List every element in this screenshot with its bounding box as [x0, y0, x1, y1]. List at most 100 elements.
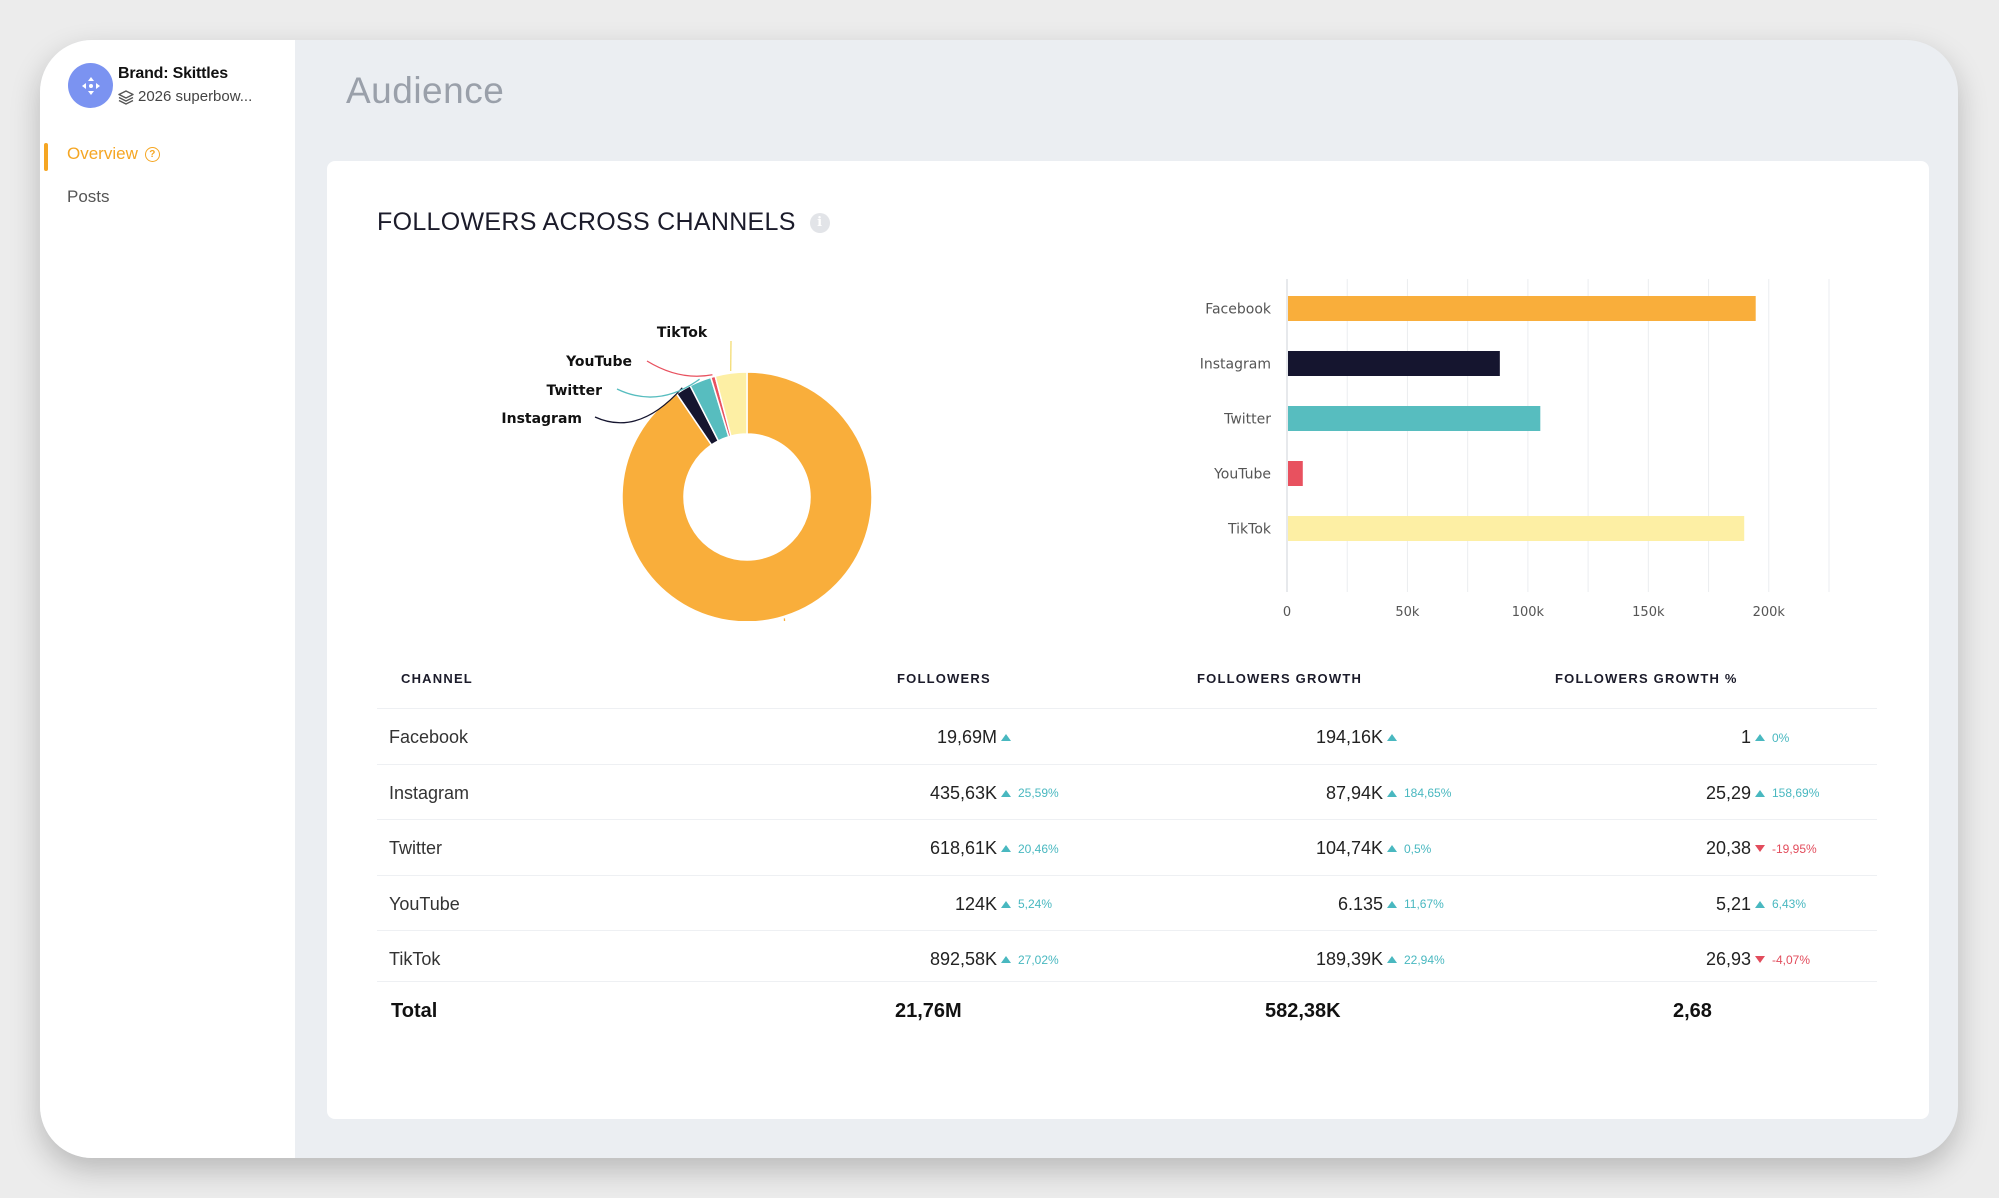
cell-change-pct: 5,24% [1018, 897, 1053, 911]
cell-growth-rate: 20,38 [1551, 838, 1751, 859]
trend-up-icon [1001, 956, 1011, 963]
bar-x-tick-label: 150k [1632, 605, 1665, 620]
bar-category-label: TikTok [1227, 522, 1272, 538]
bar-instagram[interactable] [1288, 351, 1500, 376]
cell-followers: 892,58K [797, 949, 997, 970]
cell-value: 6.135 [1337, 893, 1383, 914]
bar-facebook[interactable] [1288, 296, 1756, 321]
cell-trend: 20,46% [1001, 838, 1059, 859]
table-row[interactable]: Twitter 618,61K 20,46% 104,74K 0,5% 20,38 -19,… [377, 819, 1877, 875]
sidebar-item-label: Posts [67, 187, 110, 206]
table-row[interactable]: Instagram 435,63K 25,59% 87,94K 184,65% 25,29… [377, 763, 1877, 820]
cell-growth: 194,16K [1183, 727, 1383, 748]
sidebar-item-overview[interactable]: Overview ? [67, 144, 160, 164]
table-row[interactable]: YouTube 124K 5,24% 6.135 11,67% 5,21 6,43% [377, 874, 1877, 931]
trend-up-icon [1755, 734, 1765, 741]
header-followers-growth-pct: FOLLOWERS GROWTH % [1555, 671, 1738, 686]
cell-trend: -4,07% [1755, 949, 1810, 970]
brand-campaign-label: 2026 superbow... [138, 88, 253, 105]
cell-change-pct: 27,02% [1018, 952, 1059, 967]
table-row[interactable]: Facebook 19,69M 194,16K 1 0% [377, 708, 1877, 764]
trend-up-icon [1001, 900, 1011, 908]
cell-value: 435,63K [929, 782, 997, 803]
cell-growth: 6.135 [1183, 894, 1383, 915]
bar-x-tick-label: 50k [1395, 605, 1420, 620]
cell-value: 194,16K [1315, 727, 1383, 747]
bar-tiktok[interactable] [1288, 516, 1745, 541]
cell-followers: 19,69M [797, 727, 997, 748]
active-nav-indicator [44, 143, 48, 171]
pie-slice-facebook[interactable] [621, 371, 873, 621]
cell-value: 19,69M [936, 727, 997, 747]
trend-up-icon [1387, 789, 1397, 797]
trend-down-icon [1755, 956, 1765, 963]
cell-change-pct: -19,95% [1772, 841, 1817, 856]
cell-trend: 5,24% [1001, 894, 1052, 915]
table-row[interactable]: TikTok 892,58K 27,02% 189,39K 22,94% 26,93 -4,… [377, 930, 1877, 986]
help-icon[interactable]: ? [144, 146, 160, 162]
cell-change-pct: 184,65% [1404, 786, 1452, 800]
pie-label-tiktok: TikTok [657, 325, 708, 341]
cell-change-pct: 25,59% [1018, 786, 1059, 800]
cell-value: 618,61K [929, 838, 997, 858]
brand-avatar[interactable] [68, 63, 113, 108]
cell-change-pct: -4,07% [1772, 952, 1811, 967]
cell-growth: 87,94K [1183, 783, 1383, 804]
cell-value: 1 [1740, 727, 1751, 747]
cell-change-pct: 0,5% [1404, 841, 1432, 856]
info-icon[interactable]: i [809, 212, 830, 233]
bar-youtube[interactable] [1288, 461, 1303, 486]
header-followers: FOLLOWERS [897, 671, 991, 686]
cell-channel: Facebook [389, 727, 469, 747]
cell-trend: 6,43% [1755, 894, 1806, 915]
cell-trend: 158,69% [1755, 783, 1819, 804]
pie-connector-instagram [594, 387, 683, 424]
bar-category-label: Twitter [1223, 412, 1271, 428]
header-followers-growth: FOLLOWERS GROWTH [1197, 671, 1363, 686]
app-window: Brand: Skittles 2026 superbow... Overvie… [40, 40, 1958, 1158]
cell-value: 5,21 [1715, 893, 1751, 914]
cell-value: 87,94K [1325, 782, 1383, 803]
cell-trend: -19,95% [1755, 838, 1817, 859]
pie-label-instagram: Instagram [501, 411, 582, 427]
bar-twitter[interactable] [1288, 406, 1541, 431]
sidebar-item-label: Overview [67, 144, 138, 163]
bar-category-label: Instagram [1200, 357, 1271, 373]
trend-up-icon [1387, 900, 1397, 908]
trend-up-icon [1387, 734, 1397, 741]
bar-category-label: YouTube [1213, 467, 1271, 483]
trend-up-icon [1001, 789, 1011, 797]
trend-up-icon [1755, 900, 1765, 908]
cell-value: 20,38 [1705, 838, 1751, 858]
pie-connector-twitter [616, 378, 700, 398]
followers-growth-bar-chart: Facebook Instagram Twitter YouTube TikTok 0 50… [1200, 279, 1830, 620]
sidebar-item-posts[interactable]: Posts [67, 187, 110, 207]
card-title-text: FOLLOWERS ACROSS CHANNELS [377, 208, 796, 236]
sidebar: Brand: Skittles 2026 superbow... Overvie… [40, 40, 295, 1158]
cell-channel: Twitter [389, 838, 443, 858]
cell-trend: 0,5% [1387, 838, 1431, 859]
cell-channel: TikTok [389, 949, 441, 969]
bar-x-tick-label: 0 [1283, 605, 1291, 620]
cell-growth-rate: 5,21 [1551, 894, 1751, 915]
cell-followers: 124K [797, 894, 997, 915]
cell-growth: 189,39K [1183, 949, 1383, 970]
table-total-row: Total 21,76M 582,38K 2,68 [377, 981, 1877, 1037]
cell-trend: 11,67% [1387, 894, 1444, 915]
cell-trend [1387, 727, 1397, 748]
move-icon [81, 76, 100, 95]
pie-slice-tiktok[interactable] [714, 371, 748, 437]
cell-value: 892,58K [929, 949, 997, 969]
cell-channel: Instagram [389, 782, 470, 803]
cell-trend: 0% [1755, 727, 1789, 748]
cell-value: 25,29 [1705, 782, 1751, 803]
cell-change-pct: 11,67% [1404, 897, 1444, 911]
cell-change-pct: 20,46% [1018, 841, 1059, 856]
brand-name: Brand: Skittles [118, 65, 228, 82]
cell-change-pct: 158,69% [1772, 786, 1820, 800]
cell-followers: 618,61K [797, 838, 997, 859]
brand-campaign[interactable]: 2026 superbow... [118, 88, 252, 105]
bar-category-label: Facebook [1205, 302, 1272, 318]
card-title: FOLLOWERS ACROSS CHANNELS i [377, 208, 830, 237]
